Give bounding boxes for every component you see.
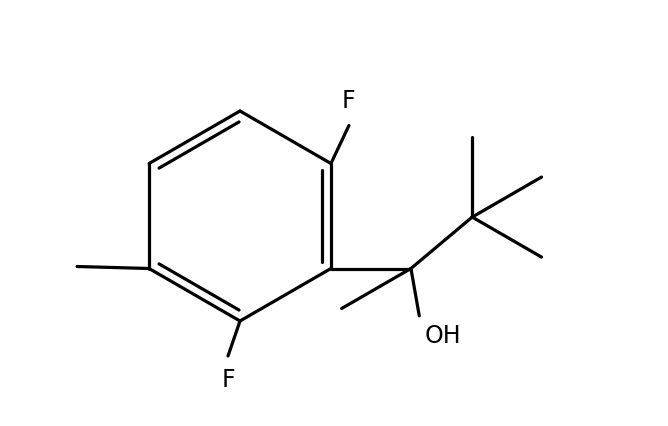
Text: F: F xyxy=(342,89,356,113)
Text: OH: OH xyxy=(424,324,461,348)
Text: F: F xyxy=(221,368,235,392)
